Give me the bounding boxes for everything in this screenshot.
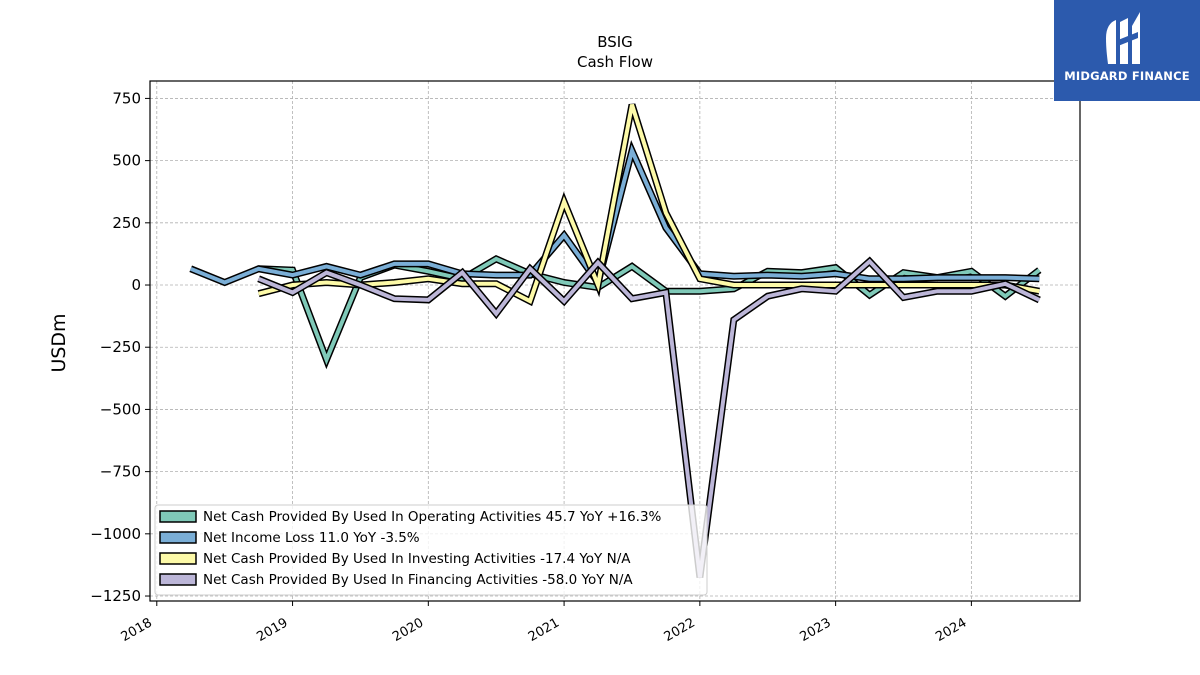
legend-swatch [159, 531, 197, 544]
y-tick-label: −250 [100, 338, 141, 356]
series-line-1 [189, 144, 1040, 288]
legend-label: Net Cash Provided By Used In Operating A… [203, 509, 662, 525]
legend-label: Net Cash Provided By Used In Financing A… [203, 572, 633, 588]
y-tick-label: 0 [131, 276, 141, 294]
series-line-0 [258, 256, 1041, 366]
y-tick-label: −750 [100, 463, 141, 481]
x-tick-label: 2022 [662, 615, 698, 645]
y-tick-label: −500 [100, 400, 141, 418]
y-tick-label: 250 [112, 214, 141, 232]
x-tick-label: 2018 [119, 615, 155, 645]
grid [150, 81, 1080, 601]
y-tick-label: −1000 [90, 525, 141, 543]
legend-label: Net Cash Provided By Used In Investing A… [203, 551, 631, 567]
brand-name: MIDGARD FINANCE [1064, 69, 1190, 83]
legend-swatch [159, 510, 197, 523]
chart-subtitle: Cash Flow [577, 53, 653, 71]
legend-swatch [159, 573, 197, 586]
logo-mark-icon [1106, 12, 1140, 64]
y-tick-label: −1250 [90, 587, 141, 605]
series-line-2 [258, 104, 1040, 305]
x-tick-label: 2020 [390, 615, 426, 645]
chart-title: BSIG [597, 33, 633, 51]
series-line-3 [257, 258, 1041, 578]
y-axis: 750 500 250 0 −250 −500 −750 −1000 −1250 [90, 89, 150, 605]
y-tick-label: 750 [112, 89, 141, 107]
x-tick-label: 2023 [797, 615, 833, 645]
x-tick-label: 2024 [933, 615, 969, 645]
x-tick-label: 2021 [526, 615, 562, 645]
y-axis-label: USDm [48, 313, 70, 372]
x-axis: 2018 2019 2020 2021 2022 2023 2024 [119, 601, 972, 645]
x-tick-label: 2019 [254, 615, 290, 645]
axes-frame [149, 80, 1081, 602]
y-tick-label: 500 [112, 152, 141, 170]
series-layer [189, 103, 1042, 578]
legend-swatch [159, 552, 197, 565]
legend-box [154, 504, 708, 596]
brand-logo: MIDGARD FINANCE [1054, 0, 1200, 101]
legend-label: Net Income Loss 11.0 YoY -3.5% [203, 530, 420, 546]
legend: Net Cash Provided By Used In Operating A… [154, 504, 708, 596]
